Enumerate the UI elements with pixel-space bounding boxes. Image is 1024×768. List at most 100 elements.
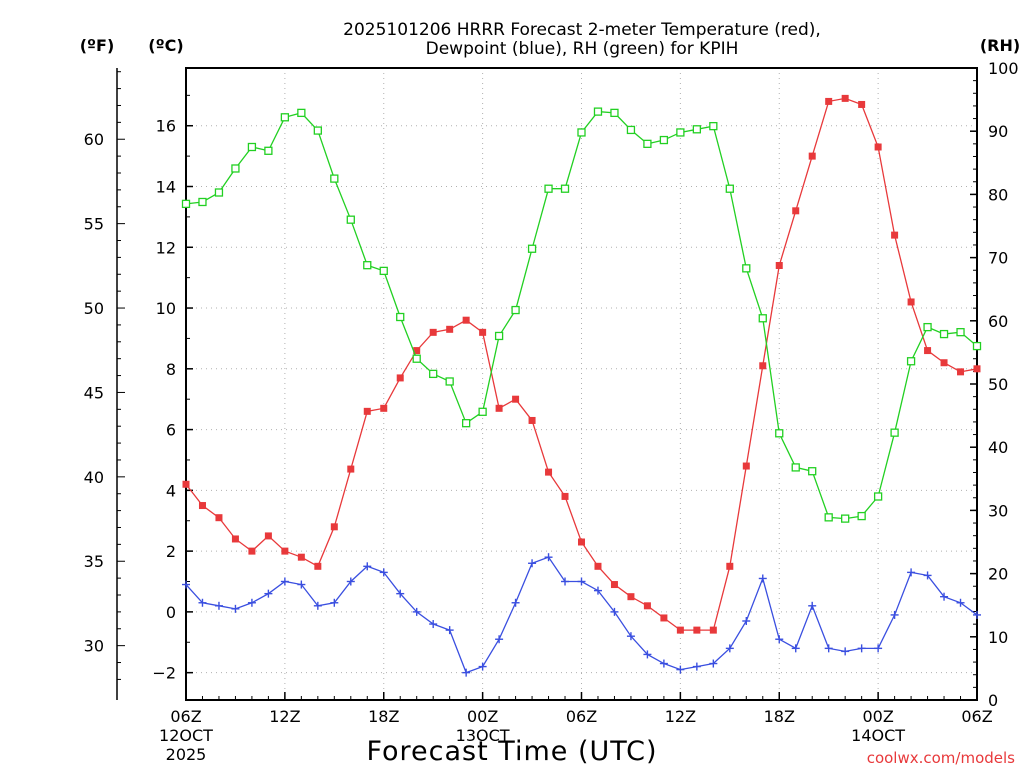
temperature-point: [363, 407, 371, 415]
dewpoint-point: [330, 598, 339, 607]
dewpoint-point: [561, 577, 570, 586]
fahrenheit-tick-label: 60: [84, 130, 104, 149]
gridlines: [185, 68, 978, 700]
temperature-point: [660, 614, 668, 622]
celsius-tick-label: −2: [152, 664, 176, 683]
rh-point: [429, 369, 438, 379]
rh-point: [890, 428, 899, 437]
credit-text: coolwx.com/models: [867, 749, 1015, 767]
right-unit-rh: (RH): [980, 36, 1020, 55]
temperature-point: [182, 480, 190, 488]
temperature-point: [446, 325, 454, 333]
dewpoint-point: [659, 659, 668, 668]
temperature-point: [610, 581, 618, 589]
temperature-point: [413, 347, 421, 355]
temperature-point: [940, 359, 948, 367]
rh-point: [181, 199, 191, 209]
rh-point: [791, 463, 800, 472]
temperature-point: [495, 404, 503, 412]
temperature-point: [709, 626, 717, 634]
temperature-point: [792, 207, 800, 215]
temperature-point: [215, 514, 223, 522]
rh-point: [610, 108, 619, 118]
temperature-point: [825, 97, 833, 105]
time-date-label: 14OCT: [851, 726, 905, 745]
temperature-point: [775, 262, 783, 269]
rh-point: [527, 244, 537, 253]
celsius-tick-label: 16: [156, 117, 176, 136]
temperature-point: [297, 553, 305, 561]
dewpoint-point: [709, 659, 718, 668]
dewpoint-point: [363, 562, 372, 571]
time-tick-label: 00Z: [467, 707, 498, 726]
temperature-point: [841, 94, 849, 102]
dewpoint-point: [231, 604, 240, 613]
rh-point: [560, 184, 570, 193]
celsius-tick-label: 0: [166, 603, 176, 622]
temperature-point: [858, 100, 866, 108]
rh-tick-label: 20: [988, 565, 1008, 584]
dewpoint-point: [725, 644, 734, 653]
rh-point: [445, 377, 454, 386]
rh-point: [214, 188, 224, 197]
dewpoint-point: [890, 610, 899, 619]
fahrenheit-tick-label: 55: [84, 215, 104, 234]
temperature-point: [545, 468, 553, 476]
rh-point: [494, 331, 504, 341]
time-year-label: 2025: [166, 745, 207, 764]
rh-point: [676, 128, 685, 137]
temperature-point: [561, 492, 569, 500]
rh-tick-label: 50: [988, 375, 1008, 394]
rh-point: [939, 329, 949, 339]
rh-point: [643, 139, 652, 148]
temperature-point: [693, 626, 701, 634]
dewpoint-point: [973, 610, 981, 619]
dewpoint-point: [692, 662, 701, 671]
fahrenheit-tick-label: 40: [84, 468, 104, 487]
dewpoint-point: [280, 577, 289, 586]
temperature-point: [924, 347, 932, 355]
rh-tick-label: 0: [988, 691, 998, 710]
time-tick-label: 12Z: [665, 707, 696, 726]
chart-title-line2: Dewpoint (blue), RH (green) for KPIH: [426, 39, 739, 59]
time-tick-label: 18Z: [368, 707, 399, 726]
rh-point: [808, 467, 817, 476]
rh-point: [758, 314, 767, 323]
dewpoint-point: [758, 574, 767, 583]
rh-point: [923, 322, 932, 332]
left-unit-fahrenheit: (ºF): [80, 36, 115, 55]
dewpoint-point: [495, 635, 504, 644]
rh-point: [198, 197, 207, 207]
fahrenheit-tick-label: 50: [84, 299, 104, 318]
dewpoint-point: [346, 577, 355, 586]
dewpoint-point: [676, 665, 685, 674]
temperature-point: [643, 602, 651, 610]
temperature-point: [248, 547, 256, 555]
temperature-point: [759, 362, 767, 370]
rh-point: [972, 341, 982, 351]
temperature-point: [314, 562, 322, 570]
temperature-point: [429, 328, 437, 336]
temperature-point: [627, 593, 635, 601]
chart-title-line1: 2025101206 HRRR Forecast 2-meter Tempera…: [343, 20, 821, 40]
rh-tick-label: 70: [988, 249, 1008, 268]
series-layer: [181, 94, 982, 677]
dewpoint-point: [182, 580, 190, 589]
temperature-point: [264, 532, 272, 540]
rh-point: [231, 164, 240, 173]
dewpoint-point: [445, 626, 454, 635]
temperature-point: [907, 298, 915, 306]
dewpoint-point: [412, 607, 421, 616]
dewpoint-point: [626, 632, 635, 641]
temperature-point: [957, 368, 965, 376]
dewpoint-point: [874, 644, 883, 653]
temperature-point: [742, 462, 750, 470]
dewpoint-point: [775, 635, 784, 644]
dewpoint-point: [264, 589, 273, 598]
dewpoint-point: [511, 598, 520, 607]
dewpoint-point: [214, 601, 223, 610]
temperature-point: [380, 404, 388, 412]
time-tick-label: 00Z: [862, 707, 893, 726]
rh-point: [396, 312, 405, 322]
